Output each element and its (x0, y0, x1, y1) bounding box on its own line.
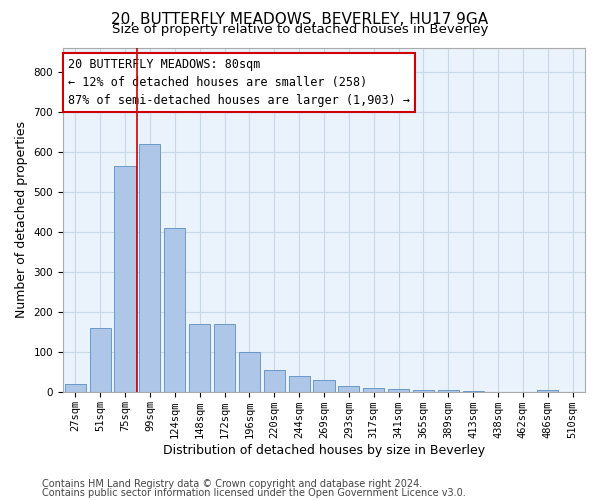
Bar (263, 370, 285, 392)
Bar (437, 390, 459, 392)
Bar (214, 324, 235, 392)
Bar (89, 328, 111, 392)
Bar (413, 390, 434, 392)
Bar (115, 166, 136, 392)
Y-axis label: Number of detached properties: Number of detached properties (15, 122, 28, 318)
Text: 20 BUTTERFLY MEADOWS: 80sqm
← 12% of detached houses are smaller (258)
87% of se: 20 BUTTERFLY MEADOWS: 80sqm ← 12% of det… (68, 58, 410, 107)
Text: 20, BUTTERFLY MEADOWS, BEVERLEY, HU17 9GA: 20, BUTTERFLY MEADOWS, BEVERLEY, HU17 9G… (112, 12, 488, 28)
Text: Contains HM Land Registry data © Crown copyright and database right 2024.: Contains HM Land Registry data © Crown c… (42, 479, 422, 489)
Bar (65, 384, 86, 392)
Bar (289, 376, 310, 392)
Bar (537, 390, 558, 392)
Bar (388, 389, 409, 392)
Bar (239, 352, 260, 393)
Bar (463, 391, 484, 392)
Bar (139, 144, 160, 392)
Bar (338, 386, 359, 392)
Bar (313, 380, 335, 392)
X-axis label: Distribution of detached houses by size in Beverley: Distribution of detached houses by size … (163, 444, 485, 458)
Text: Contains public sector information licensed under the Open Government Licence v3: Contains public sector information licen… (42, 488, 466, 498)
Bar (164, 228, 185, 392)
Text: Size of property relative to detached houses in Beverley: Size of property relative to detached ho… (112, 22, 488, 36)
Bar (363, 388, 384, 392)
Bar (189, 324, 210, 392)
